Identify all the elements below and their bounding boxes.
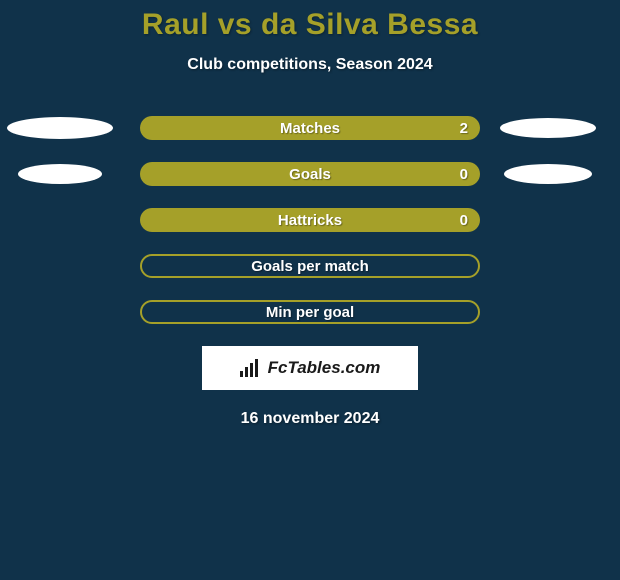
date-text: 16 november 2024	[0, 410, 620, 428]
right-marker-ellipse	[500, 118, 596, 138]
stat-row: Goals per match	[0, 254, 620, 278]
logo-text: FcTables.com	[268, 358, 381, 378]
left-marker-ellipse	[7, 117, 113, 139]
page-title: Raul vs da Silva Bessa	[0, 0, 620, 42]
icon-bar	[245, 367, 248, 377]
stat-label: Goals	[289, 166, 331, 183]
stat-bar: Goals 0	[140, 162, 480, 186]
icon-bar	[240, 371, 243, 377]
stat-bar: Hattricks 0	[140, 208, 480, 232]
stat-row: Matches 2	[0, 116, 620, 140]
stat-rows: Matches 2 Goals 0 Hattricks 0 Goals per …	[0, 116, 620, 324]
icon-bar	[250, 363, 253, 377]
stat-label: Matches	[280, 120, 340, 137]
stat-bar: Min per goal	[140, 300, 480, 324]
stat-value: 0	[460, 166, 468, 183]
stat-bar: Goals per match	[140, 254, 480, 278]
stat-label: Goals per match	[251, 258, 369, 275]
barchart-icon	[240, 359, 262, 377]
stat-label: Hattricks	[278, 212, 342, 229]
comparison-infographic: Raul vs da Silva Bessa Club competitions…	[0, 0, 620, 580]
logo-box: FcTables.com	[202, 346, 418, 390]
stat-value: 0	[460, 212, 468, 229]
stat-row: Hattricks 0	[0, 208, 620, 232]
subtitle: Club competitions, Season 2024	[0, 56, 620, 74]
stat-row: Goals 0	[0, 162, 620, 186]
left-marker-ellipse	[18, 164, 102, 184]
stat-bar: Matches 2	[140, 116, 480, 140]
stat-value: 2	[460, 120, 468, 137]
icon-bar	[255, 359, 258, 377]
stat-row: Min per goal	[0, 300, 620, 324]
stat-label: Min per goal	[266, 304, 354, 321]
right-marker-ellipse	[504, 164, 592, 184]
